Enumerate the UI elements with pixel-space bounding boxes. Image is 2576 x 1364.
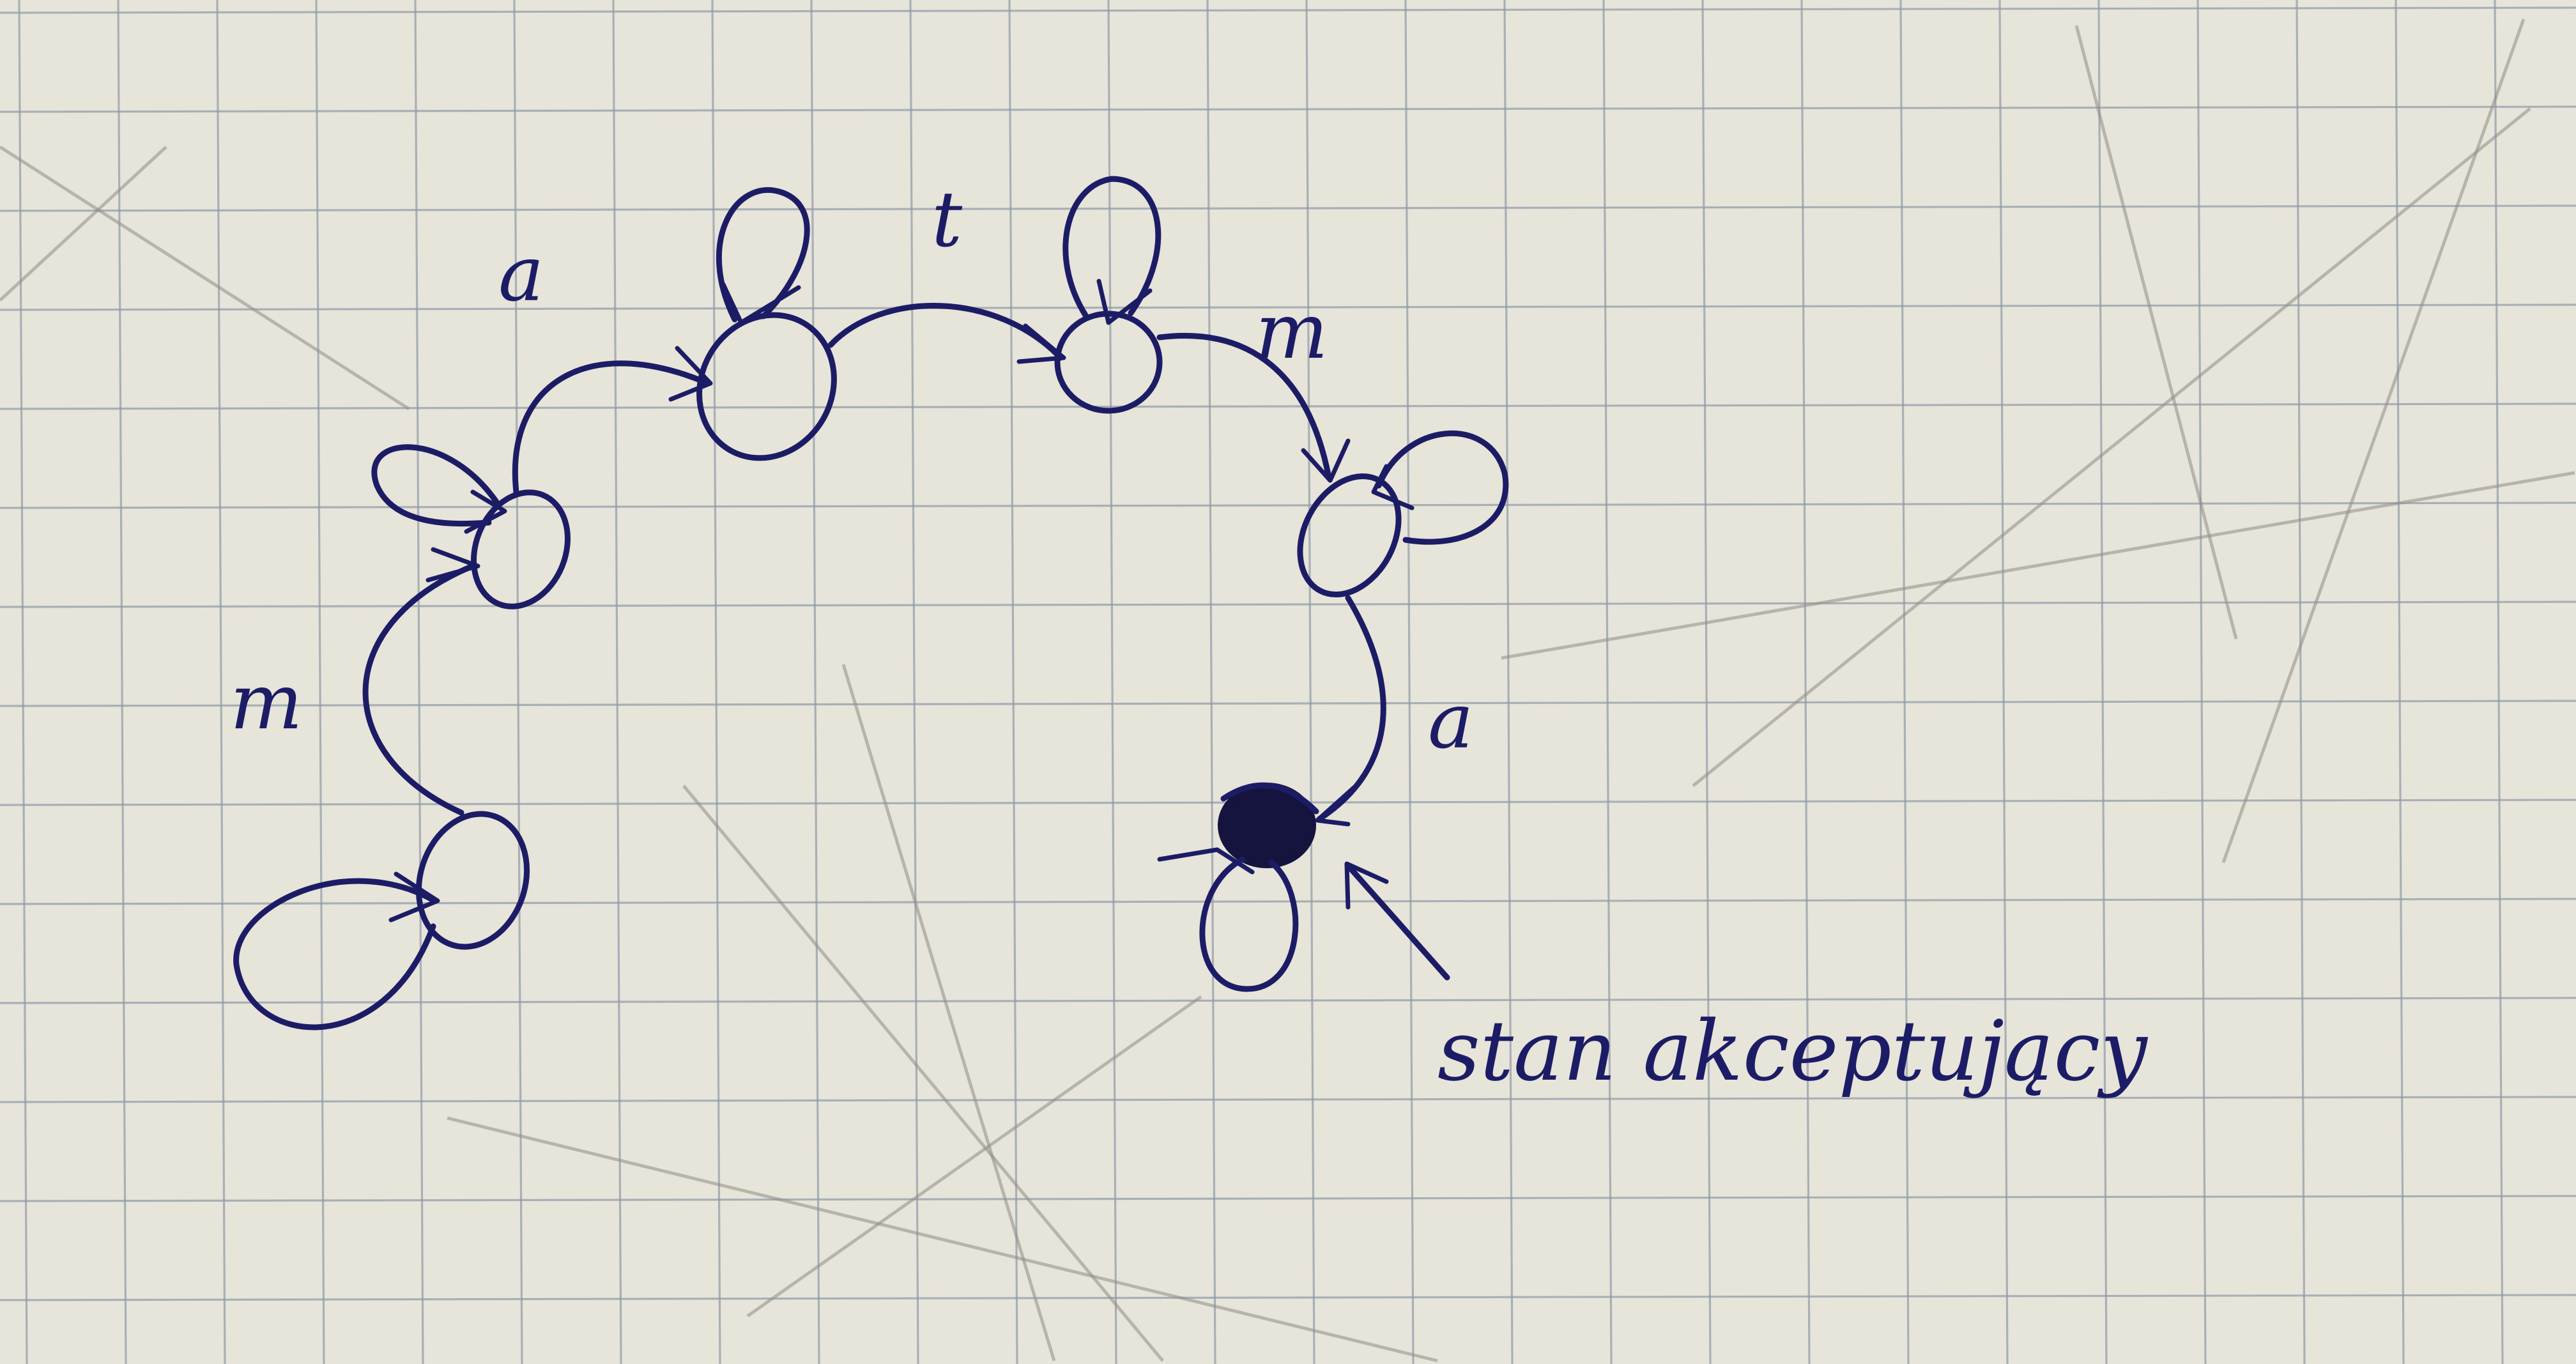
grid-line-vertical <box>2196 0 2207 1364</box>
grid-line-horizontal <box>0 700 2576 707</box>
arrowhead-q1-q2 <box>668 346 713 402</box>
self-loop-arrowhead-q2 <box>721 282 801 325</box>
arrowhead-q2-q3 <box>1016 323 1066 364</box>
grid-line-vertical <box>612 0 622 1364</box>
pencil-sketch-lines <box>0 19 2575 1363</box>
grid-line-vertical <box>315 0 325 1364</box>
grid-line-vertical <box>810 0 820 1364</box>
state-q5-accepting <box>1218 782 1319 868</box>
grid-line-vertical <box>1008 0 1018 1364</box>
arrowhead-q3-q4 <box>1301 438 1351 483</box>
grid-line-vertical <box>2097 0 2108 1364</box>
grid-line-horizontal <box>0 1195 2576 1202</box>
grid-line-vertical <box>909 0 919 1364</box>
label-q3-q4: m <box>1255 287 1328 376</box>
self-loop-arrowhead-q3 <box>1096 279 1153 325</box>
grid-line-vertical <box>2494 0 2504 1364</box>
label-q4-q5: a <box>1428 677 1474 766</box>
grid-line-vertical <box>1305 0 1315 1364</box>
self-loop-arrowhead-q4 <box>1371 464 1414 510</box>
grid-line-vertical <box>1899 0 1910 1364</box>
grid-line-horizontal <box>0 997 2576 1004</box>
grid-line-vertical <box>1404 0 1414 1364</box>
label-q0-q1: m <box>230 658 303 747</box>
grid-line-vertical <box>1107 0 1117 1364</box>
annotation-pointer <box>1345 862 1450 981</box>
grid-line-vertical <box>1998 0 2009 1364</box>
grid-line-horizontal <box>0 204 2576 212</box>
grid-line-horizontal <box>0 601 2576 608</box>
grid-line-vertical <box>18 0 28 1364</box>
grid-line-vertical <box>414 0 424 1364</box>
self-loop-q1 <box>371 444 502 527</box>
grid-line-vertical <box>1503 0 1514 1364</box>
self-loop-arrowhead-q0 <box>388 871 440 923</box>
edge-q1-q2 <box>512 360 711 495</box>
grid-line-vertical <box>1701 0 1712 1364</box>
grid-line-vertical <box>2395 0 2405 1364</box>
grid-line-vertical <box>1206 0 1216 1364</box>
grid-line-horizontal <box>0 502 2576 509</box>
state-q1 <box>471 489 571 609</box>
state-q0 <box>415 811 530 950</box>
arrowhead-q0-q1 <box>425 547 480 583</box>
edge-q0-q1 <box>362 564 473 816</box>
grid-line-horizontal <box>0 1096 2576 1103</box>
grid-line-horizontal <box>0 1294 2576 1301</box>
grid-line-vertical <box>117 0 127 1364</box>
grid-line-vertical <box>1800 0 1811 1364</box>
grid-line-horizontal <box>0 303 2576 311</box>
accepting-state-annotation: stan akceptujący <box>1438 1002 2148 1100</box>
self-loop-q5 <box>1199 856 1299 992</box>
annotation-pointer-head <box>1344 861 1389 910</box>
grid-line-vertical <box>711 0 721 1364</box>
grid-line-horizontal <box>0 6 2576 14</box>
self-loop-q4 <box>1376 430 1509 545</box>
grid-line-vertical <box>1602 0 1613 1364</box>
grid-line-horizontal <box>0 402 2576 410</box>
self-loop-arrowhead-q1 <box>464 489 507 534</box>
grid-line-horizontal <box>0 105 2576 113</box>
arrowhead-q4-q5 <box>1315 785 1357 827</box>
label-q1-q2: a <box>498 230 544 319</box>
grid-line-vertical <box>216 0 226 1364</box>
state-q2 <box>696 312 837 461</box>
self-loop-q2 <box>716 187 810 323</box>
grid-line-vertical <box>2296 0 2306 1364</box>
self-loop-q3 <box>1062 176 1162 319</box>
self-loop-q0 <box>233 878 438 1031</box>
edge-q3-q4 <box>1156 333 1332 481</box>
label-q2-q3: t <box>931 176 963 264</box>
self-loop-arrowhead-q5 <box>1157 847 1255 875</box>
